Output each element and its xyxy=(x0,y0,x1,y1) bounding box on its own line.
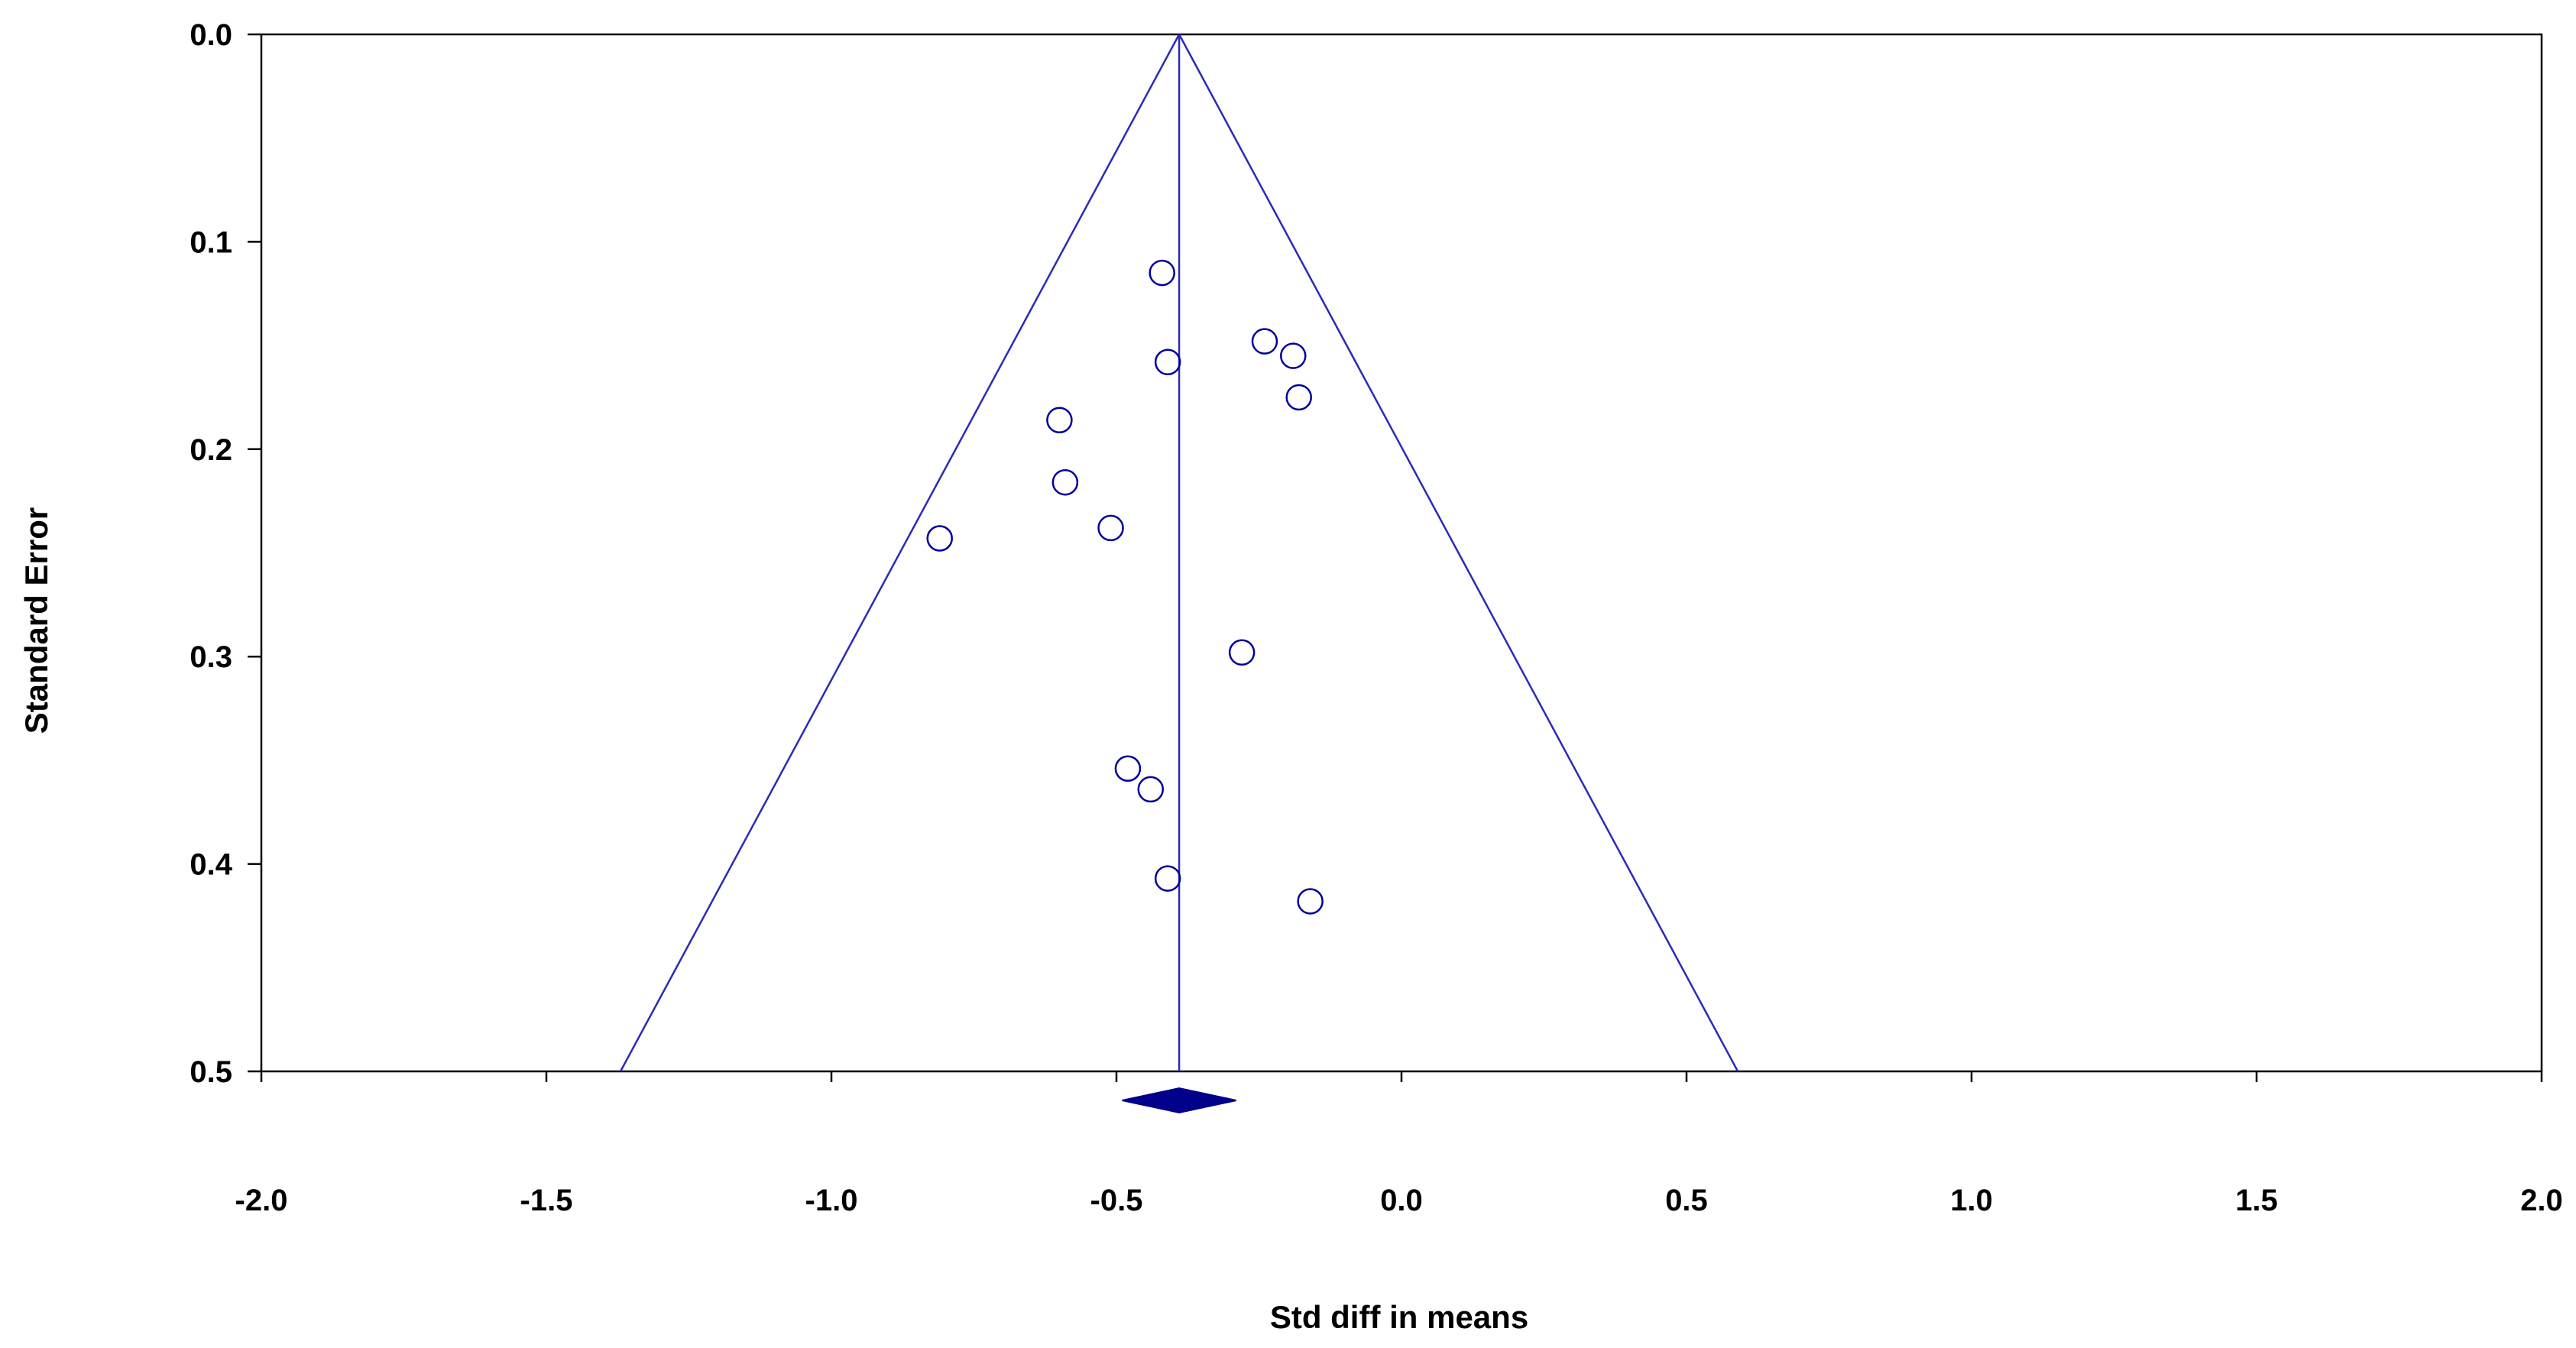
plot-frame xyxy=(260,33,2543,1073)
summary-diamond xyxy=(1122,1087,1236,1114)
x-tick-label: 1.5 xyxy=(2235,1184,2278,1217)
y-tick-label: 0.3 xyxy=(190,640,232,674)
y-tick-label: 0.2 xyxy=(190,433,232,467)
study-point xyxy=(1285,384,1312,411)
y-axis-ticks: 0.0 0.1 0.2 0.3 0.4 0.5 xyxy=(190,18,261,1089)
y-axis-title: Standard Error xyxy=(18,507,54,734)
study-point xyxy=(1137,776,1165,803)
study-point xyxy=(1154,348,1181,376)
y-tick-label: 0.4 xyxy=(190,848,232,882)
x-tick-label: -1.5 xyxy=(520,1184,573,1217)
study-point xyxy=(926,525,953,552)
x-tick-label: 0.5 xyxy=(1665,1184,1708,1217)
x-tick-label: 0.0 xyxy=(1380,1184,1423,1217)
study-point xyxy=(1280,342,1307,369)
study-point xyxy=(1154,865,1181,892)
x-tick-label: 2.0 xyxy=(2520,1184,2563,1217)
y-tick-label: 0.5 xyxy=(190,1055,232,1089)
study-point xyxy=(1097,514,1124,542)
study-point xyxy=(1051,468,1079,496)
y-tick-label: 0.1 xyxy=(190,225,232,259)
y-tick-label: 0.0 xyxy=(190,18,232,52)
study-point xyxy=(1297,888,1324,915)
study-point xyxy=(1251,328,1278,355)
study-point xyxy=(1114,755,1142,783)
x-tick-label: 1.0 xyxy=(1950,1184,1993,1217)
study-point xyxy=(1228,639,1256,666)
x-axis-title: Std diff in means xyxy=(1270,1299,1528,1335)
x-tick-label: -0.5 xyxy=(1090,1184,1143,1217)
study-point xyxy=(1046,407,1073,434)
funnel-left-boundary xyxy=(619,34,1181,1072)
funnel-right-boundary xyxy=(1178,34,1739,1072)
study-point xyxy=(1149,259,1175,287)
x-tick-label: -2.0 xyxy=(235,1184,288,1217)
x-axis-ticks: -2.0 -1.5 -1.0 -0.5 0.0 0.5 1.0 1.5 2.0 xyxy=(235,1071,2563,1217)
x-tick-label: -1.0 xyxy=(805,1184,858,1217)
plot-area xyxy=(260,33,2543,1114)
